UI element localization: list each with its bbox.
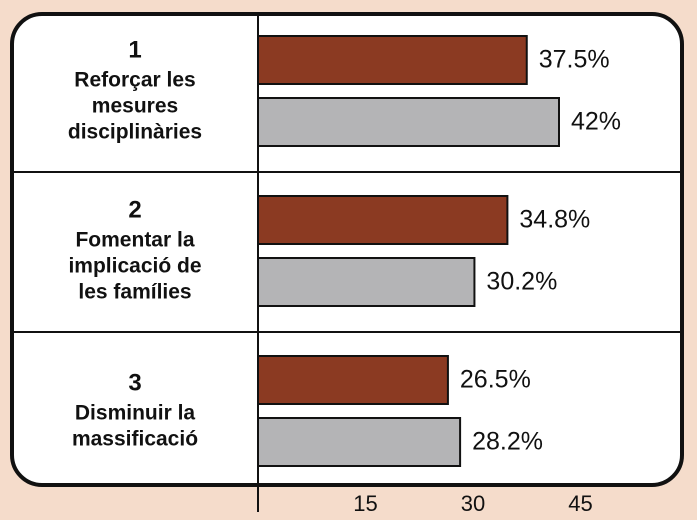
- value-label: 28.2%: [472, 428, 543, 456]
- category-label: Fomentar la: [75, 229, 194, 252]
- bar: [257, 257, 476, 307]
- bar: [257, 97, 560, 147]
- category-label: disciplinàries: [68, 121, 202, 144]
- category-label: 1: [128, 36, 141, 63]
- value-label: 34.8%: [519, 206, 590, 234]
- category-label: 2: [128, 196, 141, 223]
- value-label: 42%: [571, 108, 621, 136]
- bar: [257, 35, 528, 85]
- category-label: massificació: [72, 428, 198, 451]
- x-tick-label: 30: [461, 491, 485, 516]
- category-label: les famílies: [78, 281, 191, 304]
- category-label: 3: [128, 369, 141, 396]
- value-label: 30.2%: [486, 268, 557, 296]
- x-tick-label: 45: [568, 491, 592, 516]
- bar: [257, 355, 449, 405]
- category-label: implicació de: [68, 255, 201, 278]
- value-label: 26.5%: [460, 366, 531, 394]
- category-label: Reforçar les: [74, 69, 195, 92]
- x-tick-label: 15: [353, 491, 377, 516]
- value-label: 37.5%: [539, 46, 610, 74]
- bar: [257, 195, 509, 245]
- category-label: mesures: [92, 95, 178, 118]
- bar: [257, 417, 462, 467]
- category-label: Disminuir la: [75, 402, 196, 425]
